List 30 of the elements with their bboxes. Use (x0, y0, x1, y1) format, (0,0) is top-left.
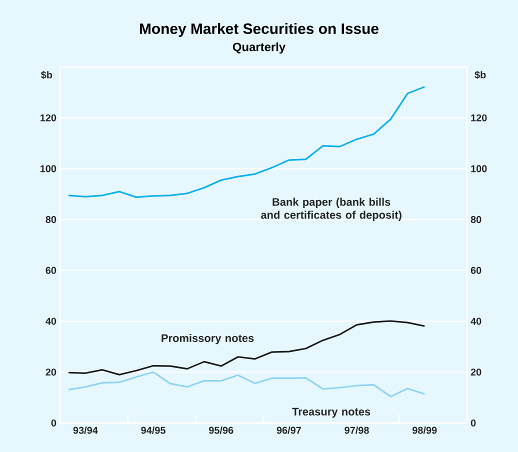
line-series (68, 86, 426, 198)
y2-tick-label: 60 (470, 266, 482, 274)
y-tick-label: 40 (46, 318, 56, 325)
y2-tick-label: 20 (470, 368, 482, 376)
y-tick-label: 60 (46, 266, 56, 274)
line-series (68, 371, 426, 398)
y-tick-label: 120 (40, 114, 56, 122)
y-tick-label: 100 (40, 165, 56, 172)
y-tick-label: 0 (51, 419, 56, 427)
y2-tick-label: 120 (471, 114, 487, 122)
x-tick-label: 97/98 (344, 426, 369, 434)
x-tick-label: 94/95 (141, 426, 166, 434)
series-label: Promissory notes (162, 334, 254, 344)
chart-title: Money Market Securities on Issue (140, 23, 378, 37)
y-tick-label: 20 (46, 368, 56, 376)
y2-tick-label: 0 (470, 419, 476, 427)
x-tick-label: 98/99 (412, 426, 437, 434)
y-tick-label: 80 (46, 216, 56, 224)
y2-axis-title: $b (474, 70, 486, 80)
x-tick-label: 93/94 (73, 426, 98, 434)
y2-tick-label: 40 (470, 318, 482, 325)
x-tick-label: 96/97 (276, 426, 301, 434)
series-label: Treasury notes (292, 408, 370, 418)
y2-tick-label: 100 (471, 165, 487, 172)
y-axis-title: $b (40, 70, 52, 80)
line-series (68, 320, 426, 376)
y2-tick-label: 80 (470, 216, 482, 224)
x-tick-label: 95/96 (208, 426, 234, 434)
text: Bank paper (bank bills and certificates of deposit) (261, 198, 402, 221)
chart-subtitle: Quarterly (232, 42, 286, 54)
